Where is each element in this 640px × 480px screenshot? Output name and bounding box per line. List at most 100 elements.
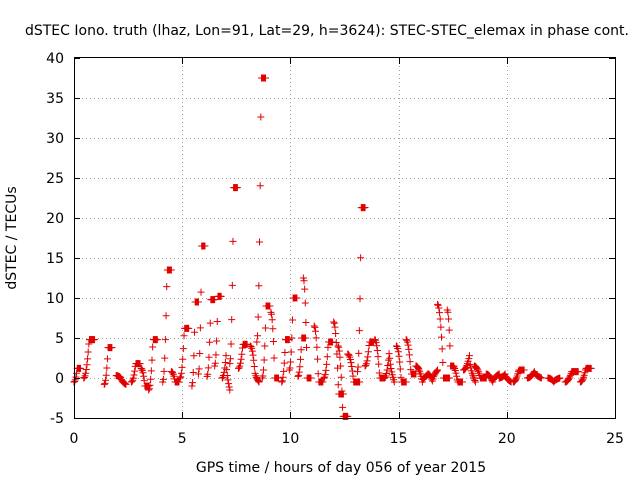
data-point	[80, 373, 88, 381]
data-point	[386, 354, 394, 362]
data-point	[458, 378, 466, 386]
data-point	[269, 325, 277, 333]
data-point	[314, 355, 322, 363]
data-point	[266, 302, 274, 310]
y-tick-label: 10	[46, 291, 64, 307]
data-point	[82, 369, 90, 377]
data-point	[384, 356, 392, 364]
data-point	[445, 374, 453, 382]
data-point	[280, 367, 288, 375]
data-point	[130, 371, 138, 379]
data-point	[254, 332, 262, 340]
data-point	[474, 366, 482, 374]
data-point	[473, 364, 481, 372]
data-point	[435, 304, 443, 312]
data-point	[356, 295, 364, 303]
data-point	[76, 364, 84, 372]
data-point	[226, 386, 234, 394]
data-point	[190, 352, 198, 360]
data-point	[415, 366, 423, 374]
data-point	[578, 376, 586, 384]
data-point	[248, 344, 256, 352]
data-point	[205, 353, 213, 361]
data-point	[222, 352, 230, 360]
data-point	[235, 364, 243, 372]
data-point	[194, 370, 202, 378]
data-point	[278, 377, 286, 385]
y-tick-label: 30	[46, 131, 64, 147]
y-tick-label: 25	[46, 171, 64, 187]
data-point	[211, 359, 219, 367]
data-point	[587, 364, 595, 372]
x-tick-label: 10	[281, 431, 299, 447]
grid-lines	[74, 58, 615, 418]
data-point	[434, 366, 442, 374]
data-point	[339, 403, 347, 411]
data-point	[375, 360, 383, 368]
data-point	[579, 375, 587, 383]
x-axis-label: GPS time / hours of day 056 of year 2015	[196, 460, 486, 476]
data-point	[279, 373, 287, 381]
data-point	[402, 378, 410, 386]
data-point	[226, 355, 234, 363]
data-point	[195, 365, 203, 373]
data-point	[362, 361, 370, 369]
data-point	[180, 332, 188, 340]
data-point	[188, 382, 196, 390]
data-point	[394, 348, 402, 356]
data-point	[129, 374, 137, 382]
data-point	[357, 254, 365, 262]
data-point	[388, 368, 396, 376]
data-point	[565, 374, 573, 382]
data-point	[128, 378, 136, 386]
data-point	[446, 342, 454, 350]
data-point	[319, 378, 327, 386]
data-point	[386, 360, 394, 368]
data-point	[347, 359, 355, 367]
data-point	[177, 373, 185, 381]
data-point	[334, 381, 342, 389]
data-point	[307, 374, 315, 382]
x-tick-label: 20	[498, 431, 516, 447]
data-point	[434, 300, 442, 308]
data-point	[361, 204, 369, 212]
data-point	[339, 390, 347, 398]
data-point	[163, 283, 171, 291]
data-point	[167, 266, 175, 274]
data-point	[206, 319, 214, 327]
data-point	[465, 355, 473, 363]
data-point	[145, 386, 153, 394]
data-point	[335, 343, 343, 351]
data-point	[140, 377, 148, 385]
data-point	[255, 282, 263, 290]
data-point	[176, 374, 184, 382]
data-point	[313, 343, 321, 351]
data-point	[253, 338, 261, 346]
data-point	[312, 334, 320, 342]
y-tick-label: -5	[50, 411, 64, 427]
data-point	[206, 338, 214, 346]
data-point	[217, 292, 225, 300]
data-point	[432, 368, 440, 376]
data-point	[466, 360, 474, 368]
data-point	[225, 383, 233, 391]
data-point	[224, 376, 232, 384]
data-point	[261, 324, 269, 332]
data-point	[332, 330, 340, 338]
data-point	[238, 350, 246, 358]
x-tick-label: 0	[70, 431, 79, 447]
data-point	[269, 338, 277, 346]
data-point	[139, 369, 147, 377]
data-point	[194, 298, 202, 306]
data-point	[310, 322, 318, 330]
data-point	[537, 374, 545, 382]
data-point	[302, 318, 310, 326]
data-point	[453, 372, 461, 380]
data-point	[169, 369, 177, 377]
data-point	[363, 357, 371, 365]
y-tick-label: 0	[55, 371, 64, 387]
data-point	[162, 312, 170, 320]
data-point	[254, 313, 262, 321]
data-point	[145, 385, 153, 393]
data-point	[268, 310, 276, 318]
